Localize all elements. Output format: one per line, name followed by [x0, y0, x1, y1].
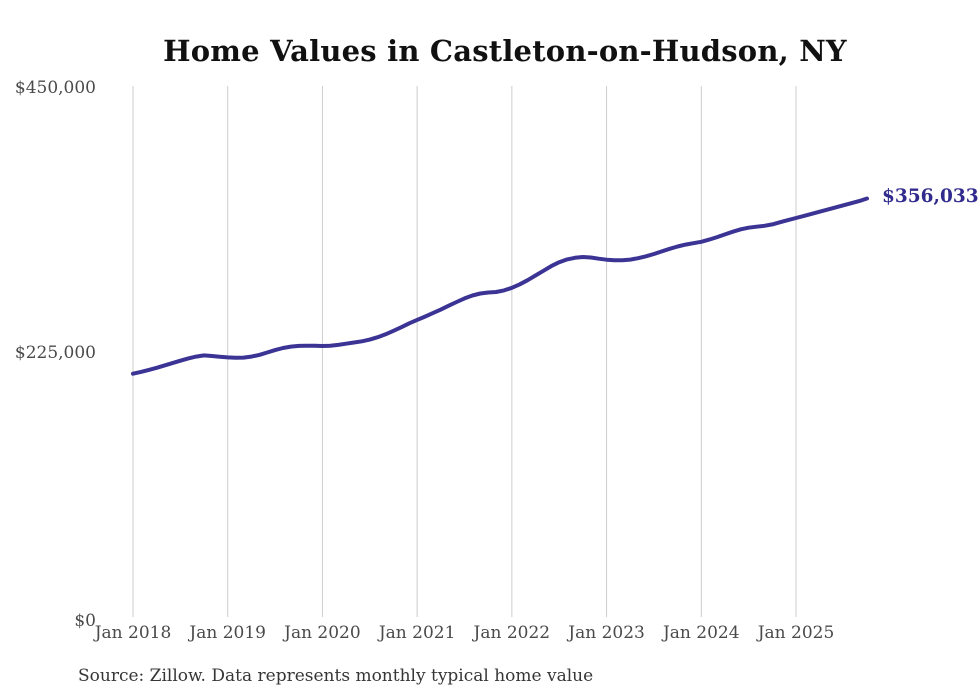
x-tick-label: Jan 2025: [757, 623, 835, 643]
x-tick-label: Jan 2019: [189, 623, 266, 643]
year-gridlines: [132, 86, 797, 617]
source-note: Source: Zillow. Data represents monthly …: [78, 666, 594, 686]
y-tick-label: $225,000: [14, 342, 96, 363]
chart-title: Home Values in Castleton-on-Hudson, NY: [163, 34, 847, 68]
y-tick-label: $450,000: [14, 78, 96, 98]
x-tick-label: Jan 2021: [378, 623, 456, 643]
home-value-line: [131, 196, 869, 376]
x-tick-label: Jan 2023: [568, 623, 645, 643]
x-tick-label: Jan 2022: [473, 623, 551, 643]
x-tick-label: Jan 2024: [662, 623, 740, 643]
x-tick-label: Jan 2018: [94, 623, 172, 643]
y-tick-label: $0: [74, 611, 96, 631]
x-tick-label: Jan 2020: [284, 623, 361, 643]
end-value-label: $356,033: [882, 186, 979, 208]
